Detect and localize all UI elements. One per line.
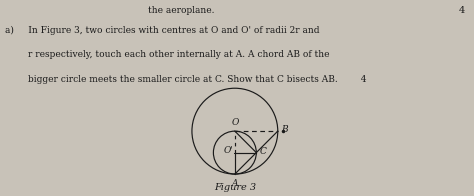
Text: B: B: [281, 125, 287, 134]
Text: O: O: [232, 118, 239, 127]
Text: Figure 3: Figure 3: [214, 183, 256, 192]
Text: bigger circle meets the smaller circle at C. Show that C bisects AB.        4: bigger circle meets the smaller circle a…: [5, 75, 366, 84]
Text: 4: 4: [458, 6, 465, 15]
Text: O': O': [224, 146, 234, 155]
Text: C: C: [259, 147, 266, 156]
Text: a)     In Figure 3, two circles with centres at O and O' of radii 2r and: a) In Figure 3, two circles with centres…: [5, 26, 319, 35]
Text: r respectively, touch each other internally at A. A chord AB of the: r respectively, touch each other interna…: [5, 50, 329, 59]
Text: A: A: [232, 179, 238, 188]
Text: the aeroplane.: the aeroplane.: [148, 6, 215, 15]
